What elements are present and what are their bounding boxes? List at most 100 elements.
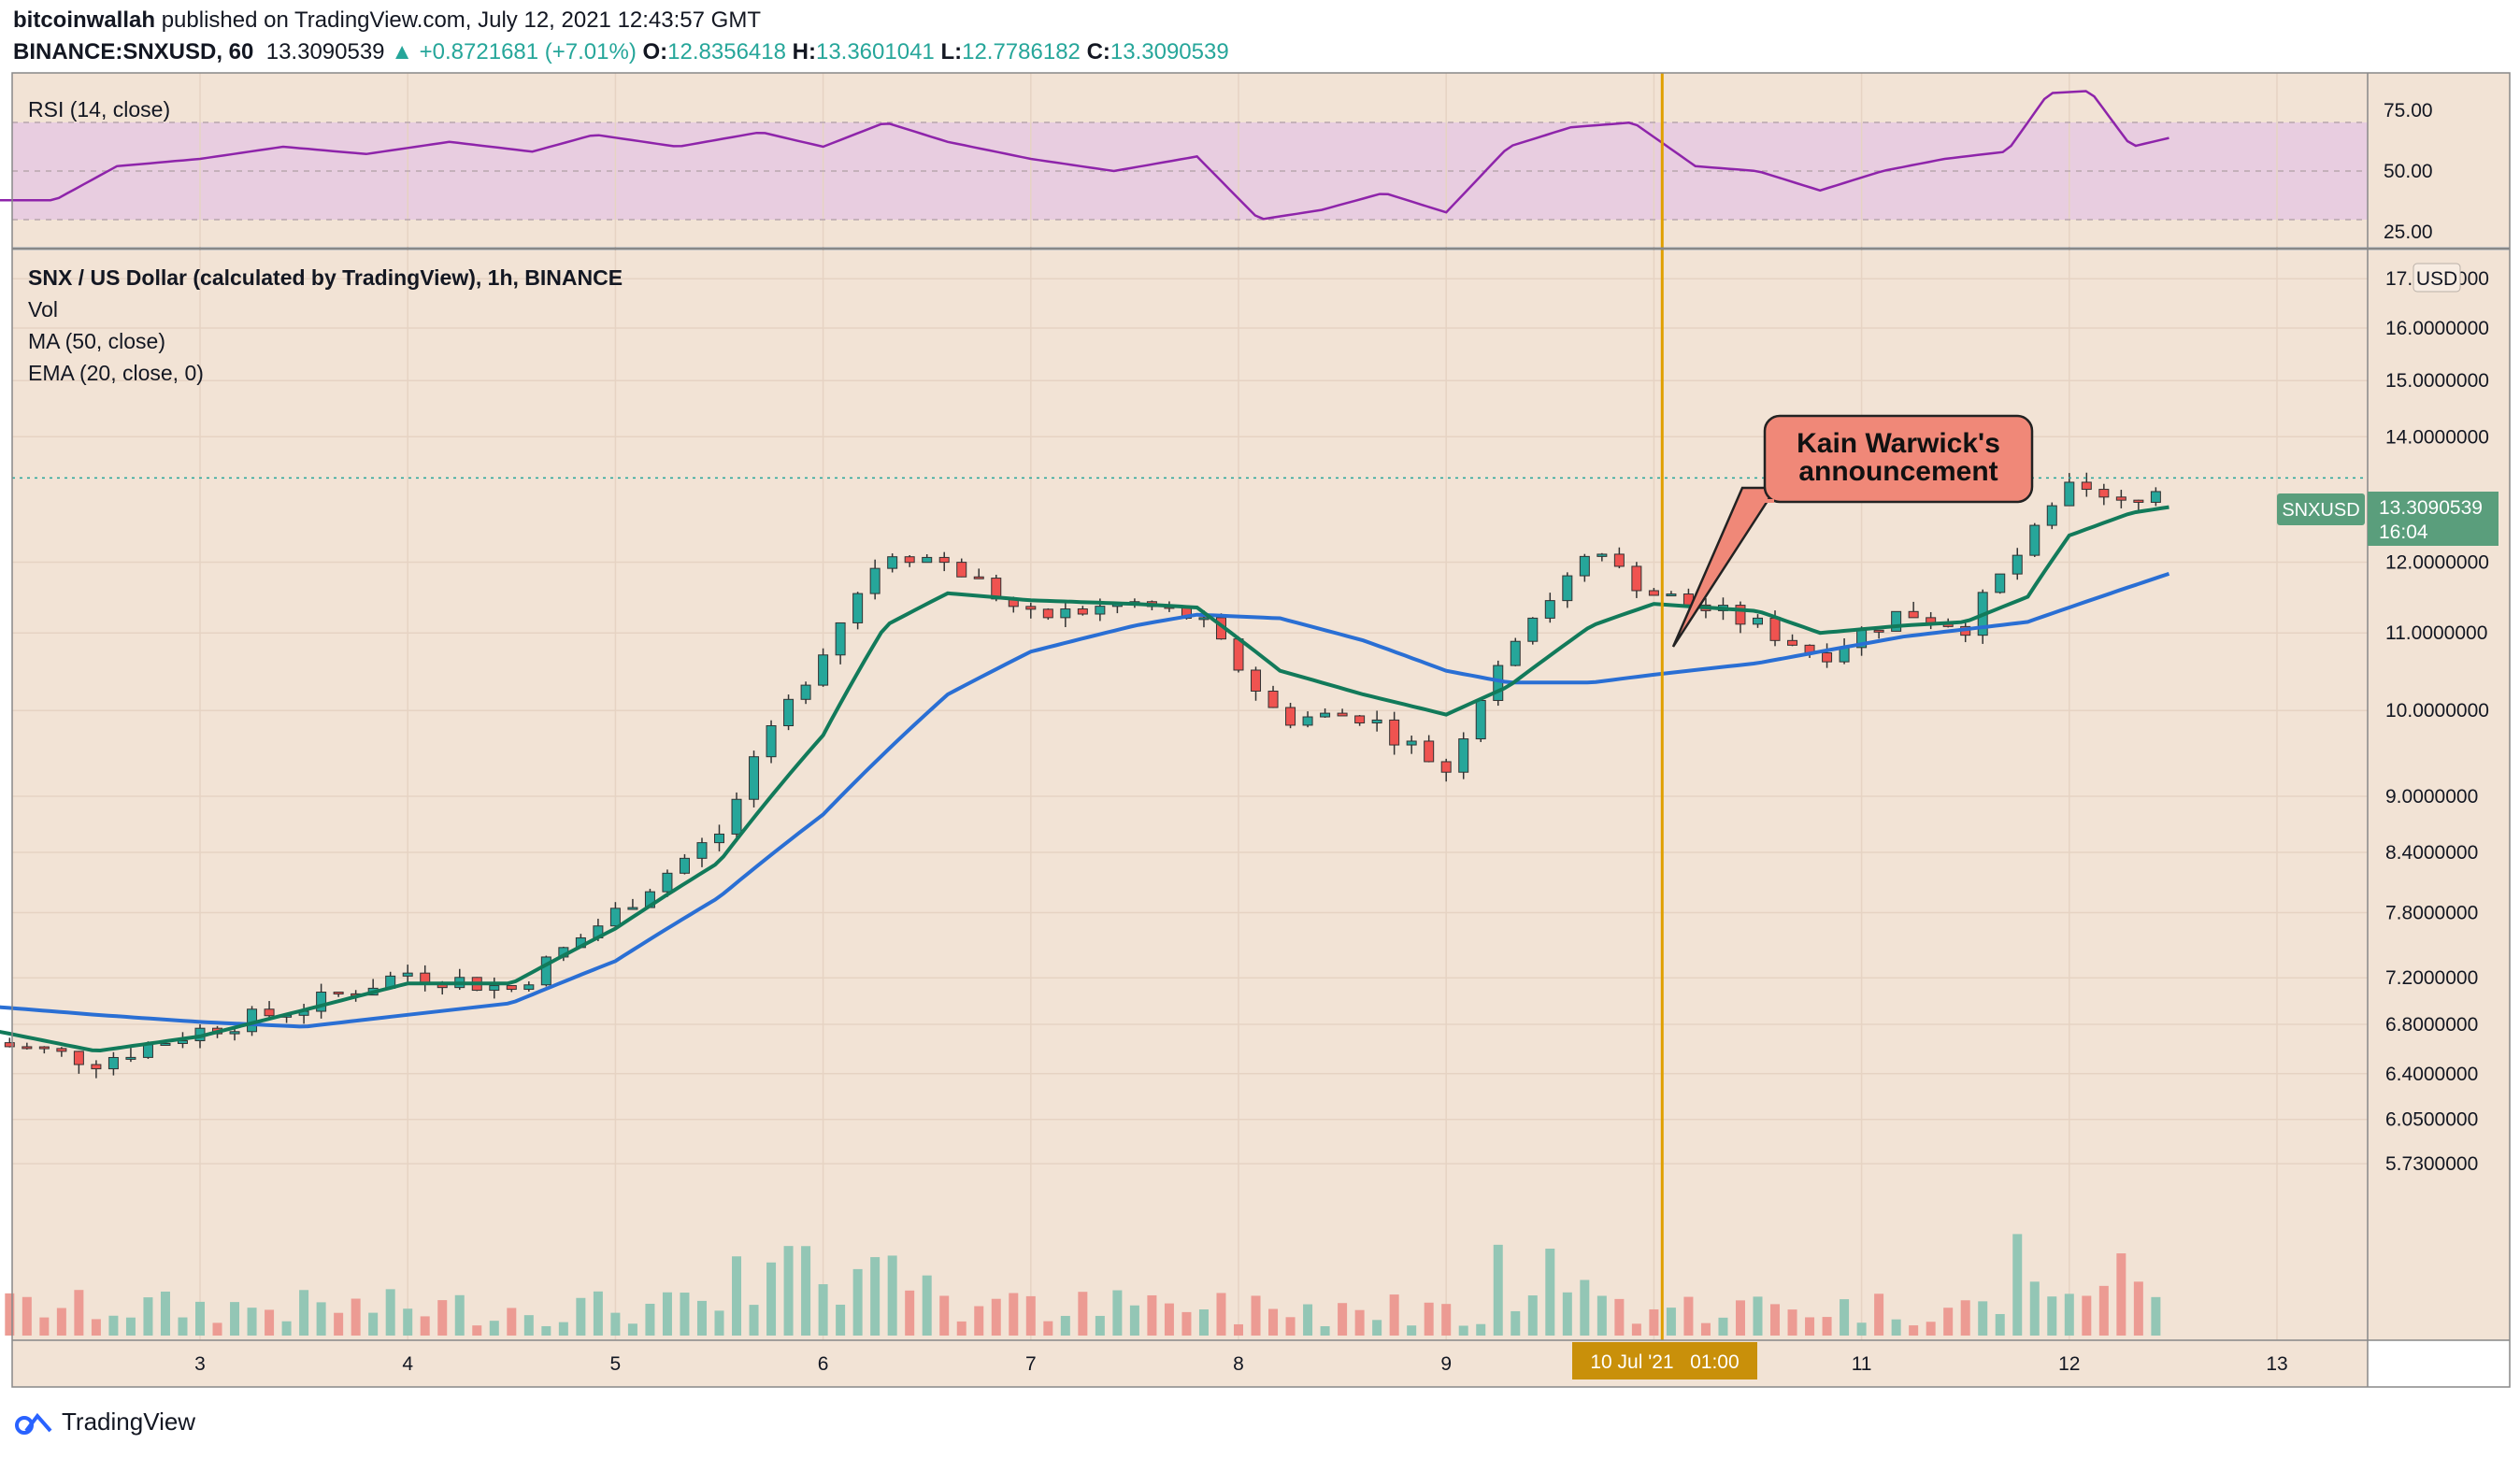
rsi-guide-lines xyxy=(12,122,2368,221)
low-label: L: xyxy=(940,39,963,64)
callout-line2: announcement xyxy=(1798,456,1997,487)
volume-bar xyxy=(230,1302,240,1336)
candle-body xyxy=(852,593,864,623)
volume-bar xyxy=(1112,1290,1123,1336)
volume-bar xyxy=(1198,1309,1209,1336)
ema-legend[interactable]: EMA (20, close, 0) xyxy=(28,361,204,385)
candle xyxy=(1424,735,1435,763)
candle xyxy=(540,955,551,987)
candle xyxy=(1613,547,1625,569)
candle xyxy=(38,1046,50,1054)
volume-bar xyxy=(299,1290,309,1336)
time-tick: 9 xyxy=(1440,1353,1452,1375)
volume-bar xyxy=(1909,1325,1919,1336)
candle-body xyxy=(1389,719,1400,746)
volume-bar xyxy=(2133,1281,2143,1336)
volume-bar xyxy=(1700,1322,1711,1336)
price-tick: 16.0000000 xyxy=(2385,318,2489,339)
time-tick: 7 xyxy=(1025,1353,1037,1375)
volume-bar xyxy=(265,1309,275,1336)
volume-bar xyxy=(21,1296,32,1336)
rsi-tick: 75.00 xyxy=(2384,100,2433,122)
volume-bar xyxy=(2064,1294,2074,1336)
ma-legend[interactable]: MA (50, close) xyxy=(28,329,165,353)
candle-body xyxy=(1371,719,1382,724)
candle-body xyxy=(1666,593,1677,597)
candle-body xyxy=(662,872,673,893)
volume-bar xyxy=(610,1312,621,1336)
time-tick: 4 xyxy=(402,1353,413,1375)
candle xyxy=(316,983,327,1019)
volume-bar xyxy=(714,1310,724,1336)
author-name[interactable]: bitcoinwallah xyxy=(13,7,156,33)
volume-bar xyxy=(836,1304,846,1336)
candle-body xyxy=(142,1044,153,1058)
candle-body xyxy=(2133,499,2144,503)
currency-badge-bg[interactable] xyxy=(2413,263,2461,293)
candle-body xyxy=(1579,555,1590,577)
candle-body xyxy=(1267,690,1279,708)
volume-bar xyxy=(1649,1308,1659,1336)
candle xyxy=(1440,758,1452,782)
candle xyxy=(489,977,500,999)
vol-legend[interactable]: Vol xyxy=(28,297,58,322)
candle xyxy=(679,853,690,875)
candle-body xyxy=(818,654,829,686)
volume-bar xyxy=(385,1289,395,1336)
price-axis-bg xyxy=(2368,250,2510,1340)
volume-bar xyxy=(818,1284,828,1336)
candle-body xyxy=(956,562,967,578)
candle xyxy=(1666,591,1677,597)
candle xyxy=(956,558,967,578)
candle-body xyxy=(523,984,535,991)
candle xyxy=(835,622,846,665)
pane-border xyxy=(11,72,2511,1388)
candle xyxy=(506,985,517,993)
candle-body xyxy=(38,1046,50,1050)
time-tick: 13 xyxy=(2266,1353,2287,1375)
price-axis-ticks: 17.000000016.000000015.000000014.0000000… xyxy=(2385,268,2489,1175)
tradingview-logo-icon[interactable] xyxy=(13,1410,54,1435)
price-tick: 6.8000000 xyxy=(2385,1014,2478,1036)
rsi-legend[interactable]: RSI (14, close) xyxy=(28,97,171,122)
candle xyxy=(2150,487,2161,507)
candle xyxy=(1060,603,1071,628)
candle xyxy=(869,559,881,600)
candle xyxy=(1077,606,1088,616)
candle-body xyxy=(402,972,413,977)
candle xyxy=(56,1047,67,1057)
volume-bar xyxy=(1874,1294,1884,1336)
volume-bar xyxy=(1424,1302,1434,1336)
volume-bar xyxy=(420,1316,430,1336)
volume-bar xyxy=(1147,1294,1157,1336)
close-label: C: xyxy=(1086,39,1110,64)
tradingview-brand[interactable]: TradingView xyxy=(62,1408,196,1436)
candle-body xyxy=(696,842,708,859)
candle xyxy=(627,898,638,910)
candle-body xyxy=(783,698,795,727)
volume-bar xyxy=(1580,1279,1590,1336)
candle xyxy=(1371,710,1382,732)
main-title[interactable]: SNX / US Dollar (calculated by TradingVi… xyxy=(28,265,623,290)
high-value: 13.3601041 xyxy=(815,39,935,64)
main-pane-bg xyxy=(12,250,2368,1340)
currency-badge[interactable]: USD xyxy=(2416,268,2457,290)
candle-body xyxy=(609,908,621,927)
open-label: O: xyxy=(642,39,668,64)
candle xyxy=(2046,502,2057,530)
candle-body xyxy=(107,1056,119,1070)
volume-bar xyxy=(1043,1321,1053,1336)
candle xyxy=(1735,601,1746,634)
volume-bar xyxy=(334,1312,344,1336)
candle xyxy=(1631,562,1642,598)
volume-bar xyxy=(1511,1310,1521,1336)
volume-bar xyxy=(74,1290,84,1336)
candle xyxy=(714,824,724,851)
candle-body xyxy=(420,972,431,983)
candle-body xyxy=(1320,712,1331,718)
volume-bar xyxy=(887,1255,897,1336)
volume-bar xyxy=(523,1315,534,1336)
candle-body xyxy=(489,985,500,992)
candle-body xyxy=(2046,505,2057,526)
